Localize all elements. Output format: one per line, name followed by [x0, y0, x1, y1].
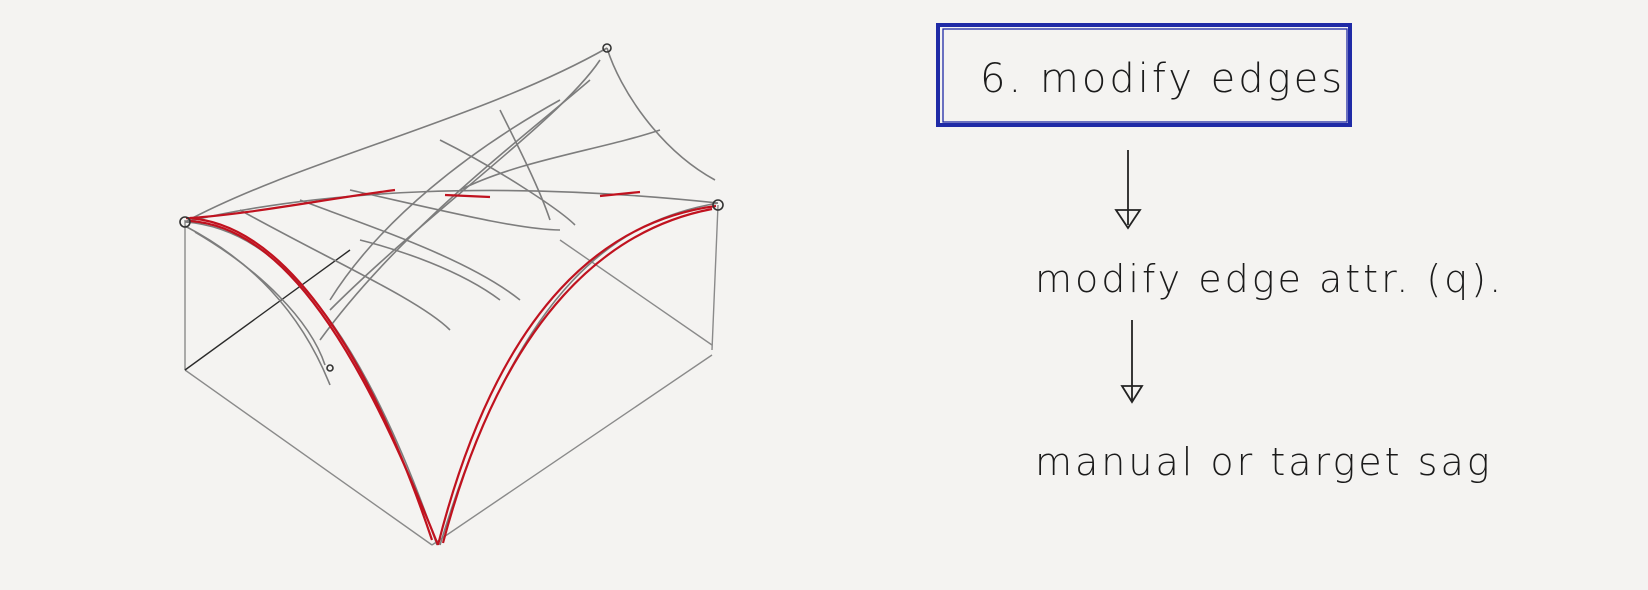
red-left-edge-2	[189, 219, 440, 546]
arrow-2	[1120, 320, 1144, 404]
mesh-4	[439, 139, 576, 226]
step-title-text: 6. modify edges	[980, 56, 1345, 102]
back-diagonal	[184, 249, 351, 371]
right-arc-pencil	[439, 202, 719, 546]
step-3-text: manual or target sag	[1035, 440, 1493, 484]
left-arc-pencil	[184, 221, 438, 546]
right-post	[711, 204, 719, 351]
ridge-left	[184, 47, 608, 223]
workflow-diagram: 6. modify edges modify edge attr. (q). m…	[936, 23, 1504, 484]
mesh-5	[499, 109, 551, 221]
anchor-points	[179, 43, 724, 372]
red-top-edge-left	[189, 188, 396, 220]
mesh-3	[349, 189, 561, 231]
red-edge-cables	[185, 188, 717, 546]
mesh-10	[184, 225, 331, 386]
arrow-1	[1114, 150, 1142, 230]
mesh-8	[329, 99, 561, 301]
red-right-edge	[436, 204, 717, 546]
mesh-1	[239, 209, 451, 331]
step-title-border-inner	[942, 28, 1348, 123]
red-right-edge-2	[441, 207, 713, 544]
base-left-edge	[184, 369, 433, 546]
mesh-7	[319, 79, 591, 341]
pencil-surface-lines	[184, 47, 719, 546]
mesh-11	[194, 231, 326, 366]
red-top-edge-dash-2	[599, 190, 641, 198]
anchor-top	[602, 43, 612, 53]
step-2-text: modify edge attr. (q).	[1035, 257, 1504, 301]
anchor-right	[712, 199, 724, 211]
tensile-surface-sketch	[179, 43, 724, 546]
step-title-box: 6. modify edges	[936, 23, 1352, 127]
step-title-border	[936, 23, 1352, 127]
top-edge	[184, 189, 719, 223]
ridge-right	[606, 47, 716, 181]
mesh-6	[329, 59, 601, 311]
mesh-2	[299, 199, 521, 301]
red-left-edge	[185, 216, 434, 541]
mesh-12	[359, 239, 501, 301]
base-box-lines	[184, 204, 719, 546]
base-right-edge	[431, 354, 713, 546]
mesh-9	[459, 129, 661, 191]
anchor-bottom	[326, 364, 334, 372]
anchor-left	[179, 216, 191, 228]
right-diagonal	[559, 239, 713, 346]
red-top-edge-dash-1	[444, 193, 491, 199]
